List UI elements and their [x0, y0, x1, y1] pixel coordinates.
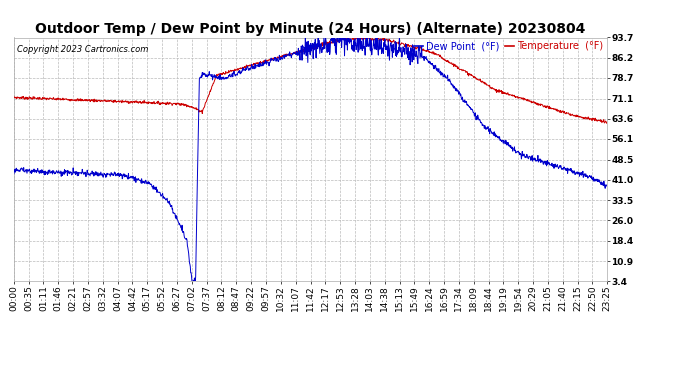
Legend: Dew Point  (°F), Temperature  (°F): Dew Point (°F), Temperature (°F) — [410, 38, 607, 55]
Text: Copyright 2023 Cartronics.com: Copyright 2023 Cartronics.com — [17, 45, 148, 54]
Title: Outdoor Temp / Dew Point by Minute (24 Hours) (Alternate) 20230804: Outdoor Temp / Dew Point by Minute (24 H… — [35, 22, 586, 36]
